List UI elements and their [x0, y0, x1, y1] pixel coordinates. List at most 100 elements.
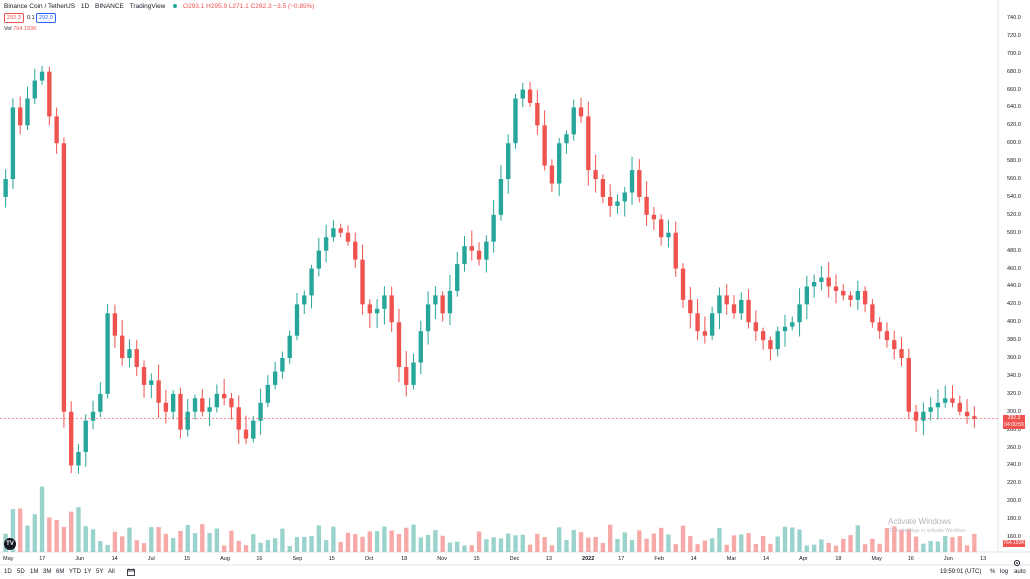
candle-body	[782, 326, 788, 332]
candle-body	[884, 331, 890, 341]
volume-bar	[149, 527, 154, 552]
candle-body	[54, 116, 59, 144]
volume-bar	[127, 527, 132, 552]
candle-body	[455, 264, 460, 291]
candle-body	[637, 170, 642, 197]
price-tick-label: 300.0	[1007, 408, 1021, 415]
volume-bar	[418, 537, 423, 552]
volume-bar	[935, 541, 941, 552]
volume-bar	[433, 530, 438, 552]
candle-body	[906, 358, 911, 412]
range-3m-button[interactable]: 3M	[43, 569, 52, 575]
candle-body	[309, 268, 314, 296]
candle-body	[972, 416, 977, 419]
volume-bar	[622, 532, 627, 552]
volume-bar	[491, 537, 496, 552]
gear-icon[interactable]	[1013, 554, 1021, 572]
price-tick-label: 180.0	[1007, 516, 1021, 523]
volume-bar	[600, 543, 606, 552]
candle-body	[374, 308, 380, 314]
volume-bar	[724, 544, 729, 552]
volume-bar	[913, 536, 919, 552]
candle-body	[47, 71, 52, 117]
volume-bar	[309, 536, 314, 552]
range-5d-button[interactable]: 5D	[17, 569, 25, 575]
candle-body	[272, 371, 278, 385]
volume-bar	[141, 543, 147, 552]
candle-body	[957, 402, 962, 412]
log-toggle[interactable]: log	[1000, 569, 1009, 575]
candle-body	[943, 398, 948, 403]
activate-windows-title: Activate Windows	[888, 517, 952, 526]
volume-bar	[134, 540, 139, 552]
volume-bar	[353, 534, 358, 552]
price-tick-label: 360.0	[1007, 355, 1021, 362]
percent-toggle[interactable]: %	[990, 569, 996, 575]
candle-body	[542, 125, 547, 166]
candle-body	[593, 170, 598, 180]
time-tick-label: Nov	[437, 556, 448, 562]
calendar-goto-icon[interactable]	[127, 568, 135, 578]
range-1y-button[interactable]: 1Y	[84, 569, 92, 575]
time-tick-label: Jul	[147, 556, 155, 562]
range-1d-button[interactable]: 1D	[4, 569, 12, 575]
volume-bar	[513, 535, 518, 552]
candle-body	[935, 402, 941, 408]
time-tick-label: 17	[39, 556, 46, 562]
symbol-title[interactable]: Binance Coin / TetherUS	[4, 3, 76, 10]
candle-body	[746, 299, 751, 323]
candle-body	[294, 304, 300, 336]
candle-body	[469, 246, 474, 251]
volume-bar	[462, 545, 467, 552]
range-all-button[interactable]: All	[108, 569, 115, 575]
sell-price-button[interactable]: 292.3	[4, 13, 24, 23]
range-5y-button[interactable]: 5Y	[96, 569, 104, 575]
interval-label[interactable]: 1D	[80, 3, 90, 10]
utc-clock[interactable]: 19:59:01 (UTC)	[940, 569, 982, 575]
range-6m-button[interactable]: 6M	[56, 569, 65, 575]
volume-bar	[404, 527, 409, 552]
candle-body	[10, 107, 16, 180]
volume-bar	[535, 533, 540, 552]
volume-bar	[790, 527, 795, 552]
volume-bar	[943, 536, 948, 552]
price-tick-label: 700.0	[1007, 50, 1021, 57]
volume-legend: Vol 764.193K	[4, 26, 37, 32]
volume-bar	[644, 538, 649, 552]
candle-body	[724, 295, 729, 305]
buy-price-button[interactable]: 292.0	[36, 13, 56, 23]
range-ytd-button[interactable]: YTD	[69, 569, 81, 575]
volume-bar	[411, 524, 416, 552]
candle-body	[367, 304, 373, 314]
time-tick-label: May	[871, 556, 882, 562]
volume-bar	[607, 524, 613, 552]
tradingview-logo[interactable]: TV	[4, 538, 16, 550]
volume-bar	[447, 542, 453, 552]
candle-body	[18, 107, 23, 126]
candle-body	[615, 201, 620, 206]
price-tick-label: 460.0	[1007, 265, 1021, 272]
volume-bar	[950, 537, 955, 552]
volume-bar	[360, 536, 365, 552]
candle-body	[69, 411, 74, 466]
candle-body	[207, 407, 212, 412]
volume-bar	[484, 539, 489, 552]
volume-bar	[731, 535, 737, 552]
price-tick-label: 280.0	[1007, 426, 1021, 433]
auto-toggle[interactable]: auto	[1014, 569, 1026, 575]
volume-bar	[25, 525, 30, 552]
time-tick-label: 15	[183, 556, 191, 562]
price-tick-label: 600.0	[1007, 140, 1021, 147]
volume-bar	[629, 539, 635, 552]
candle-body	[892, 340, 897, 350]
candle-body	[396, 322, 402, 367]
price-tick-label: 200.0	[1007, 498, 1021, 505]
volume-bar	[47, 517, 52, 552]
volume-bar	[739, 534, 744, 552]
range-1m-button[interactable]: 1M	[30, 569, 39, 575]
volume-bar	[833, 545, 839, 552]
price-tick-label: 400.0	[1007, 319, 1021, 326]
time-tick-label: Sep	[292, 556, 303, 562]
